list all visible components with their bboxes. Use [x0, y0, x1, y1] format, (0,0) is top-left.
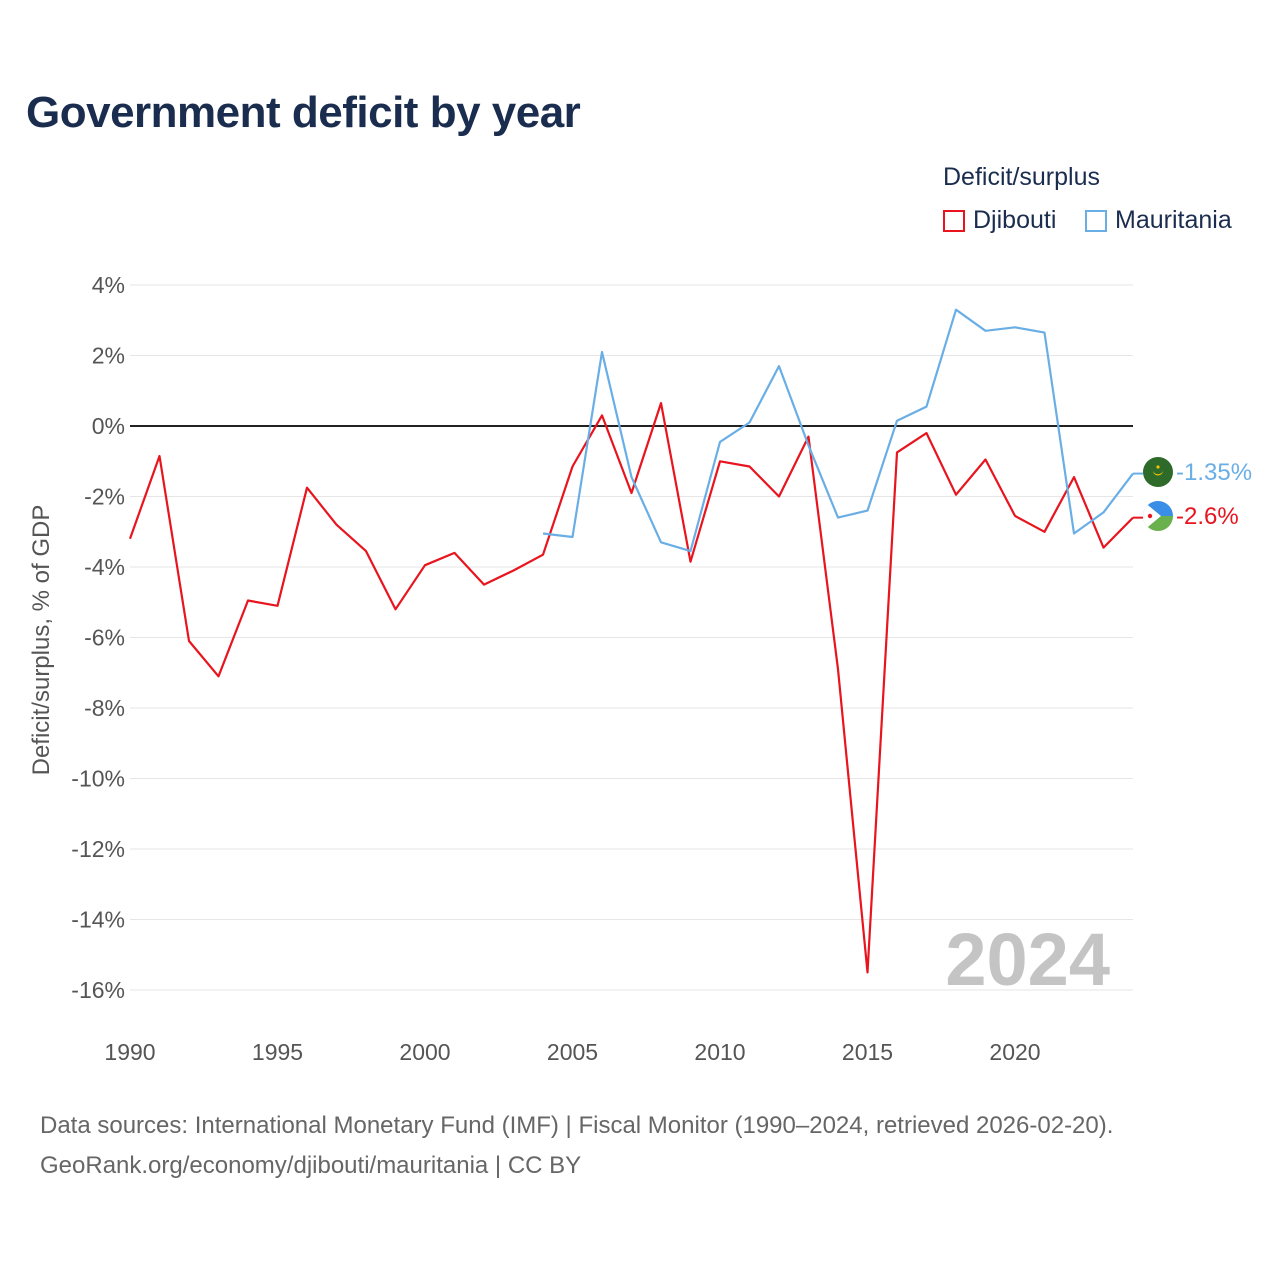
x-tick-label: 1990: [104, 1039, 155, 1065]
y-tick-label: -6%: [84, 625, 125, 651]
footer-credit: GeoRank.org/economy/djibouti/mauritania …: [40, 1152, 582, 1179]
legend-title: Deficit/surplus: [943, 163, 1100, 191]
mauritania-flag-icon: [1143, 457, 1173, 487]
x-tick-label: 1995: [252, 1039, 303, 1065]
legend-label-mauritania: Mauritania: [1115, 206, 1232, 234]
y-tick-label: 0%: [92, 413, 125, 439]
y-tick-label: -12%: [71, 836, 125, 862]
end-label-mauritania: -1.35%: [1176, 459, 1252, 486]
end-markers: [1143, 457, 1173, 531]
djibouti-flag-icon: [1143, 501, 1173, 531]
y-tick-label: -2%: [84, 484, 125, 510]
y-tick-label: -8%: [84, 695, 125, 721]
legend-item-djibouti[interactable]: Djibouti: [943, 206, 1056, 235]
legend-item-mauritania[interactable]: Mauritania: [1085, 206, 1232, 235]
x-tick-label: 2005: [547, 1039, 598, 1065]
y-tick-label: 2%: [92, 343, 125, 369]
end-label-djibouti: -2.6%: [1176, 503, 1239, 530]
end-labels: -1.35% -2.6%: [1176, 459, 1252, 530]
series-line-djibouti[interactable]: [128, 402, 1134, 974]
line-chart: 4%2%0%-2%-4%-6%-8%-10%-12%-14%-16% 1990 1…: [71, 272, 1252, 1065]
y-axis-ticks: 4% 2% 0% -2% -4% -6% -8% -10% -12% -14% -16%: [71, 272, 125, 1003]
footer-sources: Data sources: International Monetary Fun…: [40, 1112, 1114, 1139]
x-axis-ticks: 1990 1995 2000 2005 2010 2015 2020: [104, 1039, 1040, 1065]
y-tick-label: 4%: [92, 272, 125, 298]
y-tick-label: -14%: [71, 907, 125, 933]
y-tick-label: -16%: [71, 977, 125, 1003]
x-tick-label: 2020: [989, 1039, 1040, 1065]
y-tick-label: -10%: [71, 766, 125, 792]
x-tick-label: 2000: [399, 1039, 450, 1065]
grid-lines: [130, 284, 1133, 991]
legend-swatch-djibouti: [943, 209, 965, 232]
series-line-mauritania[interactable]: [542, 308, 1134, 553]
chart-title: Government deficit by year: [26, 88, 581, 137]
y-tick-label: -4%: [84, 554, 125, 580]
x-tick-label: 2015: [842, 1039, 893, 1065]
year-watermark: 2024: [945, 918, 1110, 1001]
legend-label-djibouti: Djibouti: [973, 206, 1057, 234]
series-lines: [128, 308, 1143, 974]
footer: Data sources: International Monetary Fun…: [40, 1106, 1113, 1186]
x-tick-label: 2010: [694, 1039, 745, 1065]
legend-swatch-mauritania: [1085, 209, 1107, 232]
